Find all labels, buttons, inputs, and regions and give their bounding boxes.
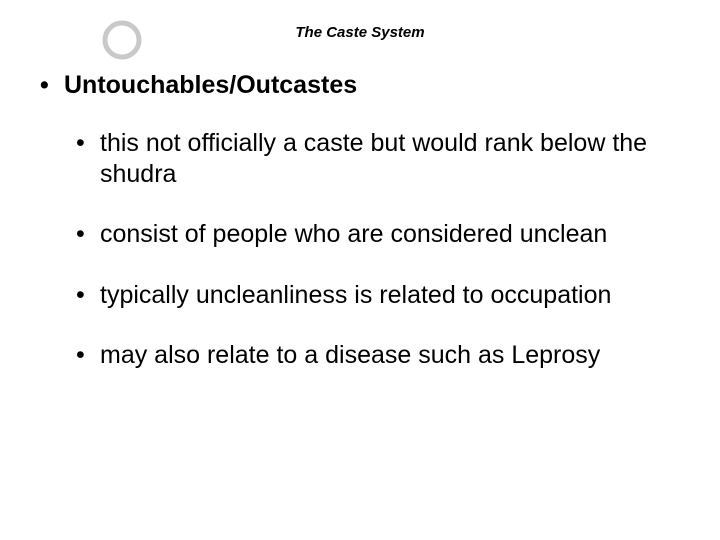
sub-bullet-item: typically uncleanliness is related to oc… [30, 280, 690, 311]
sub-bullet-item: consist of people who are considered unc… [30, 219, 690, 250]
sub-bullet-list: this not officially a caste but would ra… [30, 128, 690, 371]
main-bullet-item: Untouchables/Outcastes [30, 71, 690, 100]
sub-bullet-item: may also relate to a disease such as Lep… [30, 340, 690, 371]
main-bullet-list: Untouchables/Outcastes [30, 71, 690, 100]
circle-decoration-icon [100, 18, 144, 62]
sub-bullet-item: this not officially a caste but would ra… [30, 128, 690, 189]
slide-container: The Caste System Untouchables/Outcastes … [0, 0, 720, 540]
